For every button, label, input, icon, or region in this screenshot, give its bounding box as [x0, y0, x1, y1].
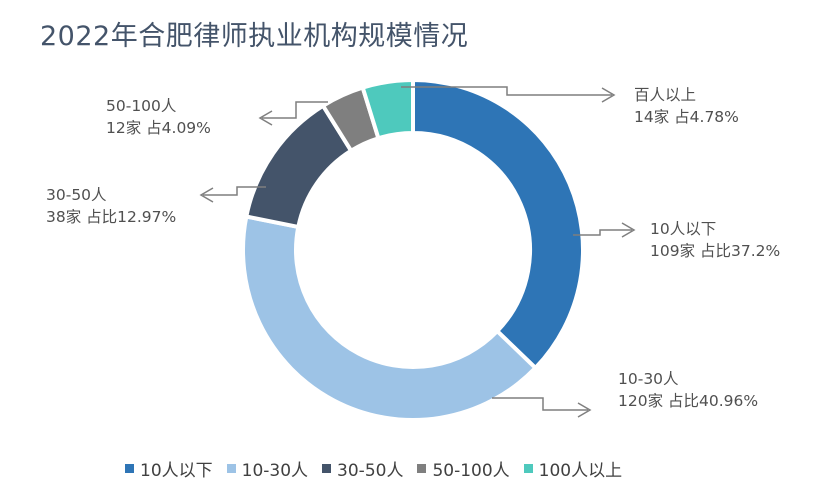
- data-label-10-30: 10-30人 120家 占比40.96%: [618, 368, 758, 412]
- legend-label: 100人以上: [538, 461, 623, 481]
- chart-legend: 10人以下 10-30人 30-50人 50-100人 100人以上: [125, 456, 622, 481]
- data-label-50-100: 50-100人 12家 占4.09%: [106, 95, 211, 139]
- arrow-icon: [199, 187, 214, 203]
- leader-line-50-100: [262, 101, 328, 119]
- arrow-icon: [577, 402, 592, 418]
- label-value: 120家 占比40.96%: [618, 392, 759, 410]
- legend-item-30-50[interactable]: 30-50人: [322, 456, 403, 481]
- arrow-icon: [621, 222, 636, 238]
- legend-label: 10人以下: [140, 461, 213, 481]
- arrow-icon: [258, 110, 273, 126]
- legend-swatch-icon: [226, 464, 236, 473]
- legend-item-10-30[interactable]: 10-30人: [226, 456, 309, 481]
- leader-line-30-50: [203, 186, 266, 196]
- donut-slices: [241, 77, 585, 422]
- legend-swatch-icon: [322, 464, 332, 473]
- legend-item-100plus[interactable]: 100人以上: [523, 456, 623, 481]
- leader-lines: [199, 86, 636, 418]
- arrow-icon: [601, 87, 616, 103]
- chart-title: 2022年合肥律师执业机构规模情况: [40, 21, 469, 52]
- leader-line-lt10: [573, 229, 632, 236]
- legend-swatch-icon: [523, 464, 533, 473]
- donut-slice-0[interactable]: [411, 77, 585, 371]
- label-value: 14家 占4.78%: [634, 108, 739, 126]
- data-label-100plus: 百人以上 14家 占4.78%: [634, 84, 739, 128]
- legend-label: 30-50人: [337, 461, 404, 481]
- leader-line-10-30: [492, 397, 588, 411]
- label-category: 10-30人: [618, 370, 679, 388]
- legend-item-lt10[interactable]: 10人以下: [125, 456, 213, 481]
- legend-label: 10-30人: [241, 461, 309, 481]
- label-category: 10人以下: [650, 220, 717, 238]
- legend-item-50-100[interactable]: 50-100人: [417, 456, 510, 481]
- donut-slice-1[interactable]: [241, 214, 539, 422]
- leader-line-100plus: [401, 86, 612, 96]
- label-value: 109家 占比37.2%: [650, 242, 781, 260]
- data-label-lt10: 10人以下 109家 占比37.2%: [650, 218, 780, 262]
- legend-swatch-icon: [417, 464, 427, 473]
- donut-slice-4[interactable]: [360, 77, 415, 141]
- legend-label: 50-100人: [432, 461, 510, 481]
- label-category: 30-50人: [46, 186, 107, 204]
- legend-swatch-icon: [125, 464, 134, 473]
- label-value: 12家 占4.09%: [106, 119, 211, 137]
- label-value: 38家 占比12.97%: [46, 208, 177, 226]
- data-label-30-50: 30-50人 38家 占比12.97%: [46, 184, 176, 228]
- label-category: 50-100人: [106, 97, 177, 115]
- label-category: 百人以上: [634, 86, 697, 104]
